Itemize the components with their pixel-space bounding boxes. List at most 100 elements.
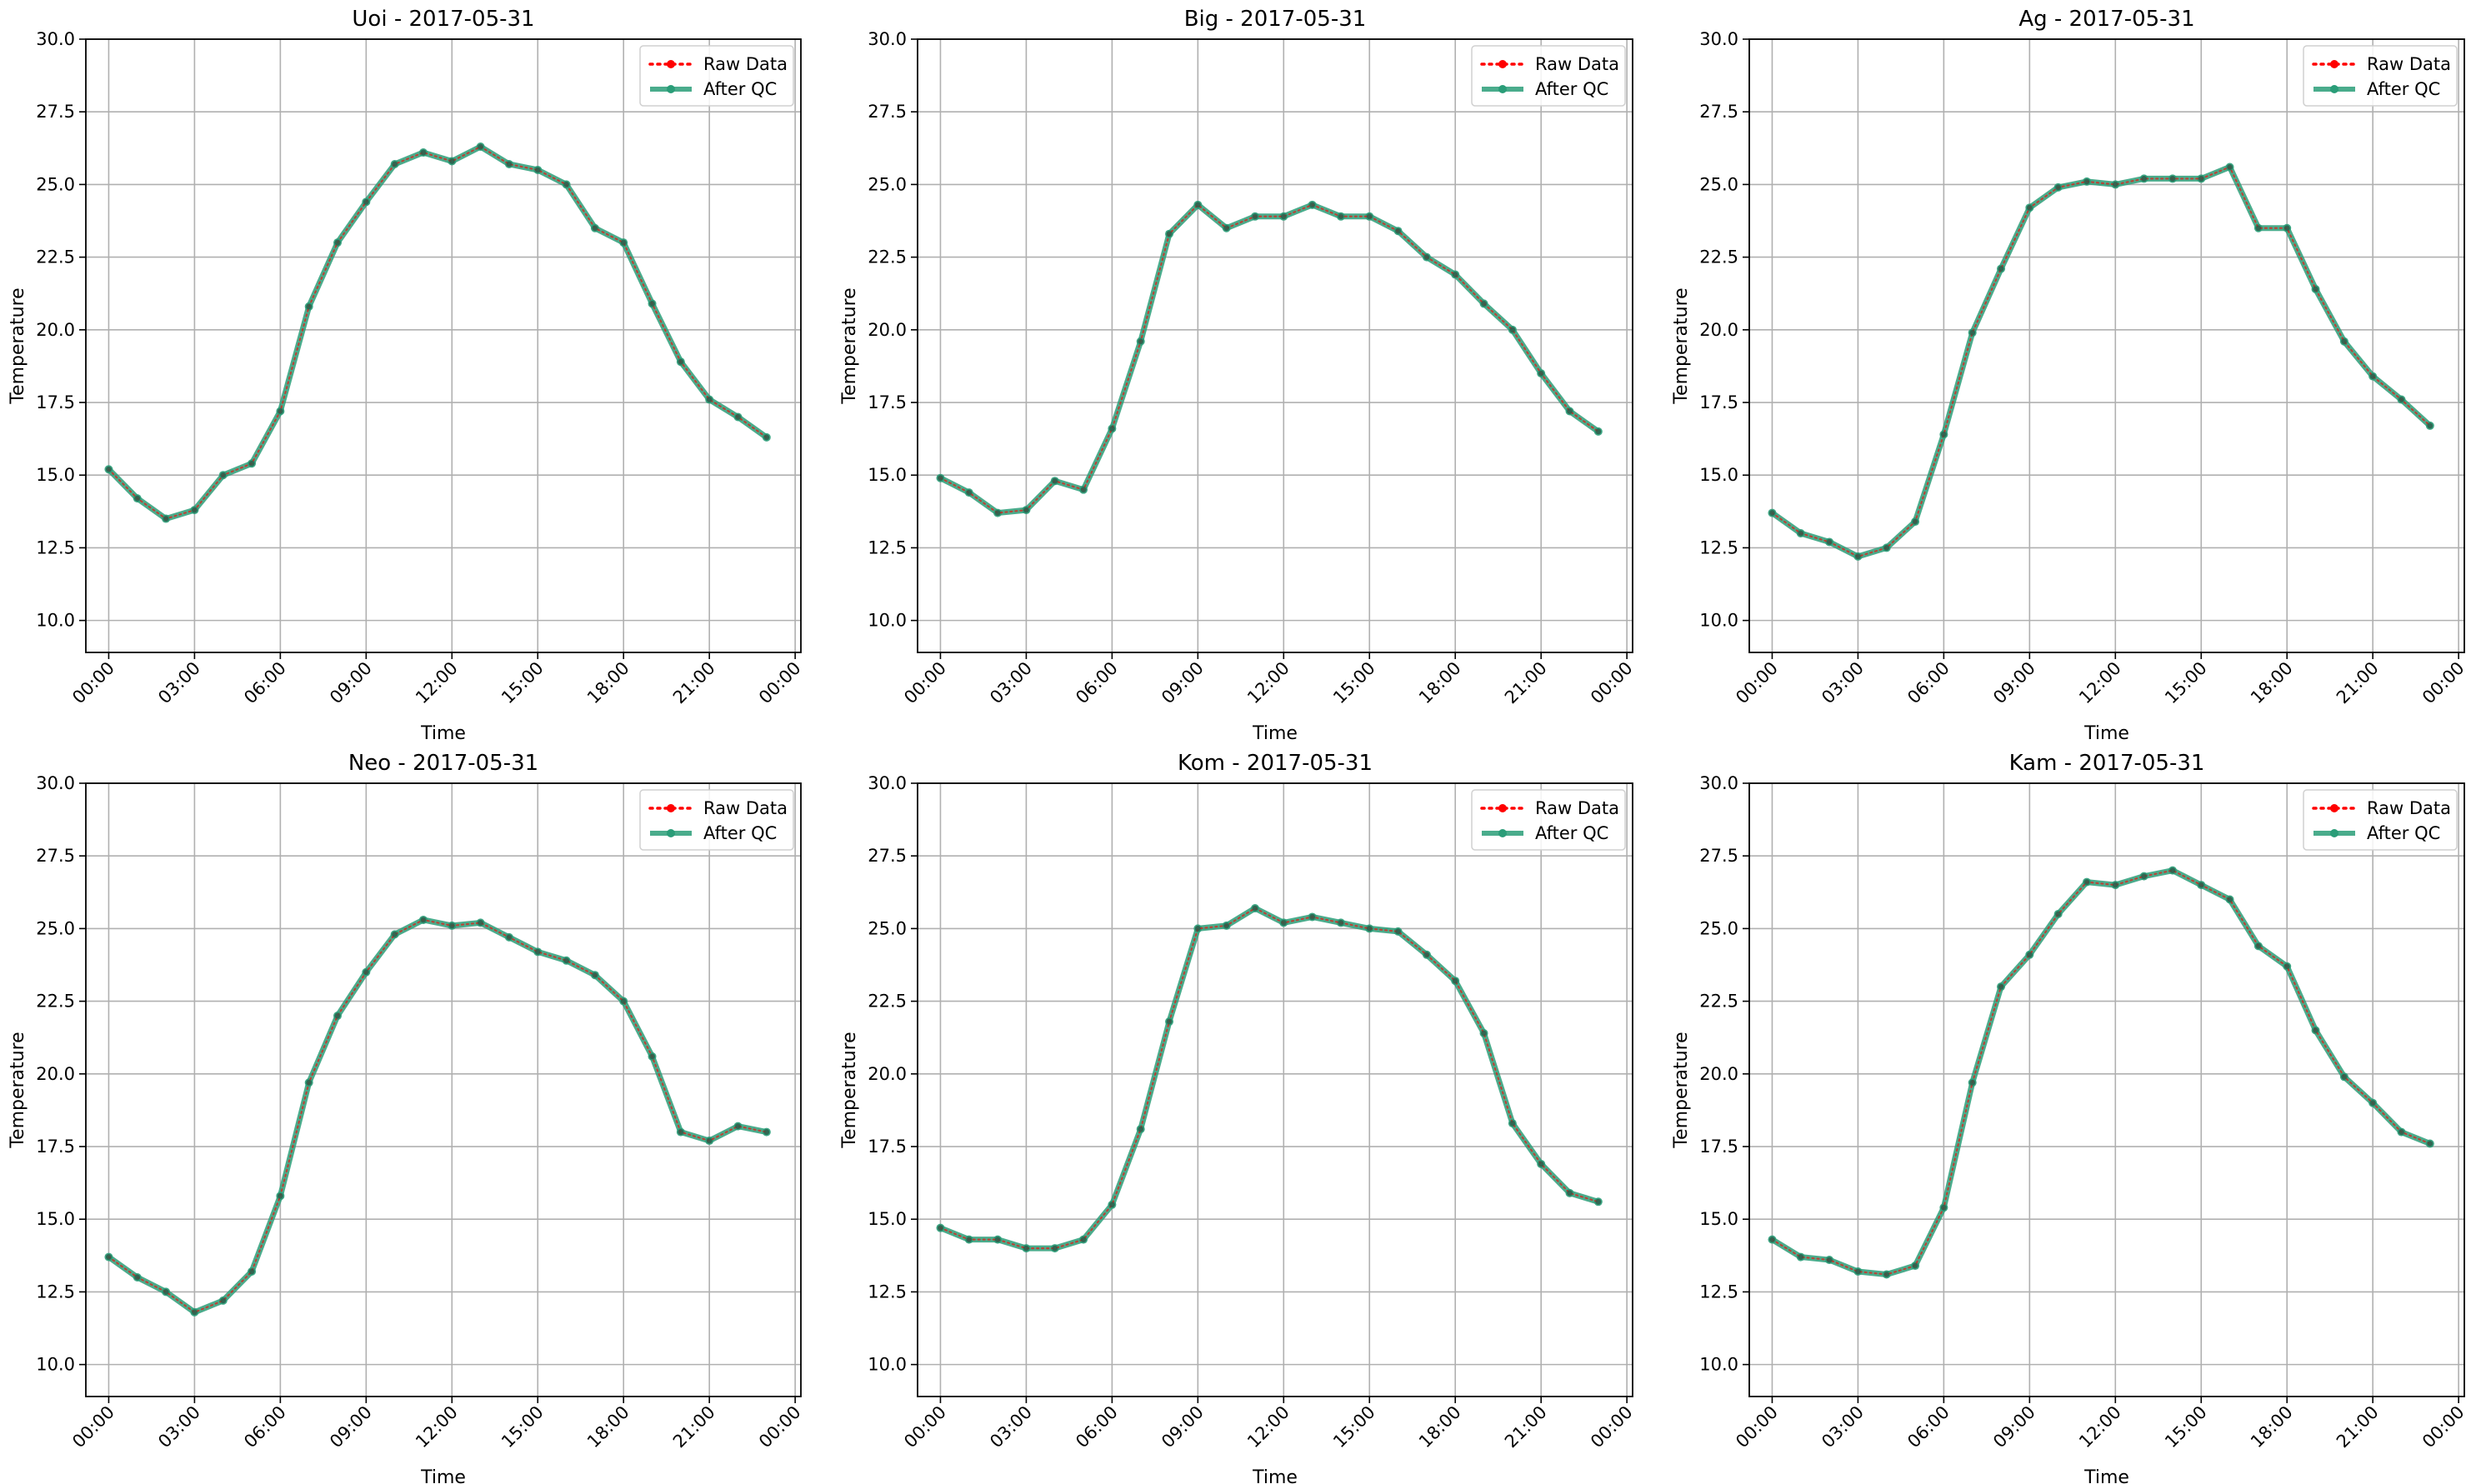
y-axis-label: Temperature bbox=[1671, 1032, 1692, 1148]
y-tick-label: 12.5 bbox=[36, 1282, 75, 1302]
data-point-raw-data bbox=[649, 301, 655, 307]
data-point-raw-data bbox=[448, 158, 455, 164]
y-tick-label: 15.0 bbox=[1699, 465, 1738, 485]
series-line-raw-data bbox=[1771, 166, 2431, 558]
x-tick-label: 18:00 bbox=[583, 658, 633, 708]
legend-label-after-qc: After QC bbox=[1535, 823, 1608, 843]
chart-panel-5: 10.0 12.5 15.0 17.5 20.0 22.5 25.0 27.5 30.0 00:0… bbox=[839, 751, 1637, 1484]
data-point-raw-data bbox=[763, 1129, 770, 1135]
data-point-raw-data bbox=[1052, 1245, 1058, 1252]
x-tick-label: 15:00 bbox=[498, 658, 548, 708]
data-point-raw-data bbox=[1826, 1257, 1833, 1263]
data-point-raw-data bbox=[620, 998, 627, 1005]
data-point-raw-data bbox=[1595, 428, 1602, 435]
axes-frame bbox=[85, 782, 802, 1397]
data-point-raw-data bbox=[1108, 426, 1115, 432]
data-point-raw-data bbox=[134, 1274, 141, 1281]
data-point-raw-data bbox=[420, 917, 427, 923]
data-point-raw-data bbox=[2055, 911, 2062, 917]
chart-panel-1: 10.0 12.5 15.0 17.5 20.0 22.5 25.0 27.5 30.0 00:0… bbox=[8, 7, 805, 744]
x-axis-label: Time bbox=[2083, 723, 2129, 744]
data-point-raw-data bbox=[306, 1079, 313, 1086]
x-tick-label: 18:00 bbox=[1415, 1402, 1465, 1452]
y-tick-label: 30.0 bbox=[36, 773, 75, 793]
y-tick-label: 10.0 bbox=[868, 611, 907, 631]
chart-title: Uoi - 2017-05-31 bbox=[352, 7, 534, 32]
x-tick-label: 18:00 bbox=[1415, 658, 1465, 708]
y-tick-label: 27.5 bbox=[868, 846, 907, 866]
legend: Raw Data After QC bbox=[2303, 45, 2458, 107]
y-tick-label: 22.5 bbox=[36, 247, 75, 267]
data-point-raw-data bbox=[1481, 301, 1487, 307]
x-tick-label: 09:00 bbox=[1989, 1402, 2039, 1452]
data-point-raw-data bbox=[506, 934, 513, 941]
data-point-raw-data bbox=[2169, 867, 2176, 874]
data-point-raw-data bbox=[2055, 184, 2062, 191]
data-point-raw-data bbox=[192, 1309, 198, 1316]
x-tick-label: 15:00 bbox=[1329, 1402, 1379, 1452]
data-point-raw-data bbox=[1052, 477, 1058, 484]
data-point-raw-data bbox=[649, 1053, 655, 1060]
data-point-raw-data bbox=[1998, 266, 2004, 272]
data-point-raw-data bbox=[1452, 977, 1458, 984]
y-tick-label: 25.0 bbox=[1699, 918, 1738, 938]
chart-panel-6: 10.0 12.5 15.0 17.5 20.0 22.5 25.0 27.5 30.0 00:0… bbox=[1671, 751, 2468, 1484]
y-tick-label: 22.5 bbox=[868, 992, 907, 1012]
legend: Raw Data After QC bbox=[2303, 789, 2458, 851]
data-point-raw-data bbox=[2141, 873, 2148, 880]
data-point-raw-data bbox=[735, 414, 741, 420]
legend-label-after-qc: After QC bbox=[2367, 79, 2440, 99]
data-point-raw-data bbox=[2227, 897, 2233, 902]
data-point-raw-data bbox=[2083, 178, 2090, 185]
y-tick-label: 10.0 bbox=[36, 1355, 75, 1375]
data-point-raw-data bbox=[1798, 1254, 1804, 1260]
x-tick-label: 00:00 bbox=[2418, 658, 2468, 708]
y-tick-label: 15.0 bbox=[868, 1209, 907, 1229]
legend-marker-raw-data bbox=[2330, 60, 2338, 68]
x-tick-label: 18:00 bbox=[583, 1402, 633, 1452]
data-point-raw-data bbox=[1194, 202, 1201, 208]
data-point-raw-data bbox=[1108, 1202, 1115, 1208]
y-tick-label: 25.0 bbox=[1699, 174, 1738, 194]
data-point-raw-data bbox=[1567, 408, 1573, 414]
chart-title: Kom - 2017-05-31 bbox=[1178, 751, 1373, 776]
x-tick-label: 09:00 bbox=[326, 658, 376, 708]
series-line-raw-data bbox=[108, 145, 768, 520]
legend-marker-raw-data bbox=[667, 60, 675, 68]
y-tick-label: 17.5 bbox=[1699, 1137, 1738, 1157]
data-point-raw-data bbox=[1969, 329, 1976, 336]
chart-title: Ag - 2017-05-31 bbox=[2018, 7, 2194, 32]
data-point-raw-data bbox=[1395, 928, 1401, 935]
data-point-raw-data bbox=[1023, 507, 1029, 513]
data-point-raw-data bbox=[1138, 338, 1144, 345]
y-tick-label: 12.5 bbox=[1699, 537, 1738, 557]
data-point-raw-data bbox=[2169, 176, 2176, 182]
x-tick-label: 03:00 bbox=[1818, 658, 1868, 708]
series-line-raw-data bbox=[108, 918, 768, 1314]
y-axis-label: Temperature bbox=[8, 287, 28, 404]
data-point-raw-data bbox=[1855, 553, 1861, 560]
data-point-raw-data bbox=[2112, 182, 2118, 187]
x-tick-label: 00:00 bbox=[68, 1402, 118, 1452]
data-point-raw-data bbox=[1395, 227, 1401, 234]
y-axis-label: Temperature bbox=[839, 1032, 860, 1148]
data-point-raw-data bbox=[1309, 914, 1316, 920]
series-line-raw-data bbox=[1771, 869, 2431, 1276]
data-point-raw-data bbox=[994, 1237, 1001, 1243]
y-tick-label: 27.5 bbox=[36, 846, 75, 866]
x-tick-label: 21:00 bbox=[2333, 658, 2383, 708]
x-tick-label: 03:00 bbox=[986, 1402, 1036, 1452]
data-point-raw-data bbox=[106, 1254, 112, 1260]
x-tick-label: 12:00 bbox=[2075, 658, 2125, 708]
y-tick-label: 22.5 bbox=[36, 992, 75, 1012]
data-point-raw-data bbox=[1280, 920, 1287, 926]
y-tick-label: 27.5 bbox=[1699, 846, 1738, 866]
data-point-raw-data bbox=[706, 397, 713, 402]
legend-label-raw-data: Raw Data bbox=[703, 54, 788, 74]
data-point-raw-data bbox=[2427, 1141, 2433, 1147]
data-point-raw-data bbox=[706, 1137, 713, 1144]
legend-label-raw-data: Raw Data bbox=[703, 798, 788, 818]
data-point-raw-data bbox=[2398, 1129, 2404, 1135]
data-point-raw-data bbox=[163, 1289, 169, 1295]
x-tick-label: 00:00 bbox=[2418, 1402, 2468, 1452]
